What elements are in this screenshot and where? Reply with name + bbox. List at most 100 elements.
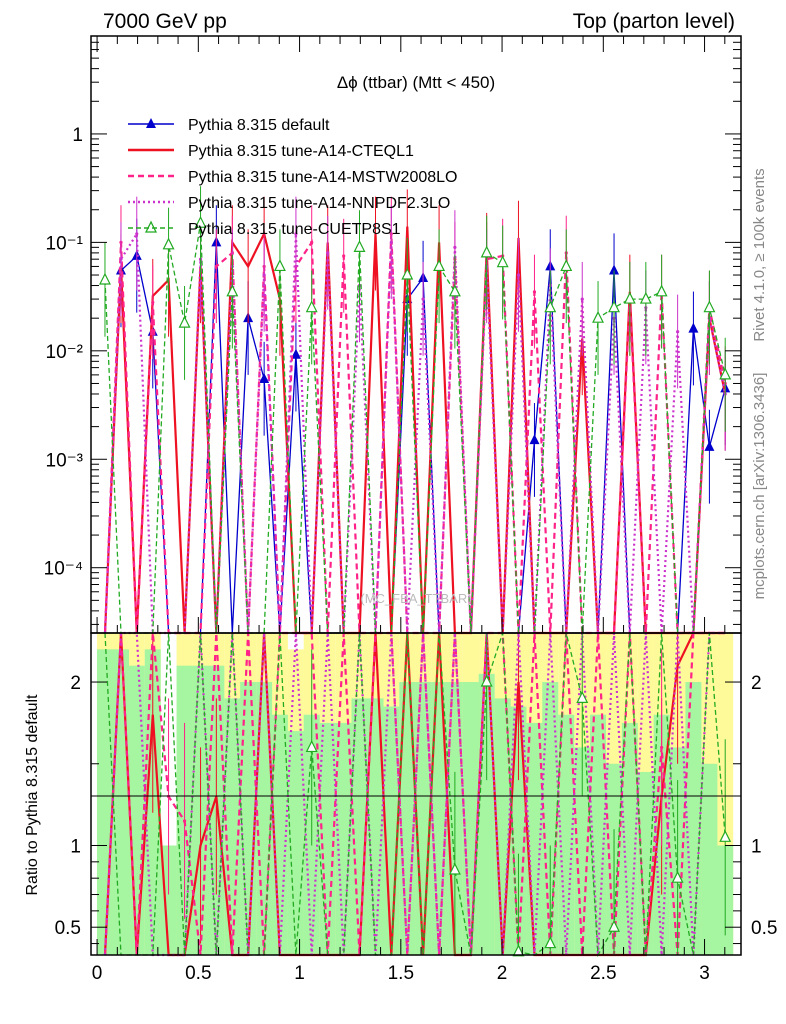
ratio-y-label-right: 0.5 [751,918,777,939]
ratio-band-green [287,731,304,955]
data-point-nnpdf [516,273,521,277]
data-point-nnpdf [389,240,393,244]
y-tick-label: 10⁻⁴ [44,559,83,580]
ratio-band-green [112,649,129,955]
data-point-nnpdf [119,257,123,261]
data-point-cuetp8s1 [448,284,461,297]
ratio-band-green [574,747,591,955]
y-tick-label: 10⁻³ [46,450,84,471]
data-point-cuetp8s1 [99,272,111,285]
ratio-y-label-right: 2 [751,673,762,694]
x-tick-label: 2 [497,963,508,984]
y-tick-label: 1 [72,125,83,146]
ratio-y-label-left: 2 [70,673,81,694]
data-point-default [688,322,699,333]
y-tick-label: 10⁻¹ [46,233,84,254]
data-point-nnpdf [262,273,266,277]
ratio-point-cuetp8s1 [671,870,684,883]
ratio-point-cuetp8s1 [448,862,461,875]
data-point-cuetp8s1 [719,367,732,380]
data-point-cuetp8s1 [655,284,668,297]
data-point-cuetp8s1 [305,300,318,313]
data-point-cuetp8s1 [273,259,286,272]
plot-title: Δϕ (ttbar) (Mtt < 450) [337,73,495,92]
data-point-cuetp8s1 [178,315,191,328]
x-tick-label: 3 [699,963,710,984]
ratio-band-green [96,649,113,955]
data-point-nnpdf [676,330,680,334]
rivet-version-label: Rivet 4.1.0, ≥ 100k events [751,168,768,341]
legend-label-cteql1: Pythia 8.315 tune-A14-CTEQL1 [188,143,414,160]
legend: Pythia 8.315 default Pythia 8.315 tune-A… [128,117,457,238]
data-point-cuetp8s1 [592,310,605,323]
ratio-point-cuetp8s1 [576,691,589,703]
data-point-cuetp8s1 [608,300,621,313]
legend-label-default: Pythia 8.315 default [188,117,330,134]
ratio-band-green [462,682,479,955]
data-point-cuetp8s1 [623,291,636,304]
data-point-cuetp8s1 [639,291,652,304]
process-label: Top (parton level) [573,10,735,33]
data-point-mstw [214,264,218,269]
ratio-band-green [701,763,718,955]
data-point-nnpdf [294,232,298,236]
data-point-cuetp8s1 [194,215,207,228]
data-point-cuetp8s1 [496,255,509,268]
ratio-point-cuetp8s1 [480,674,493,687]
ratio-axis-label: Ratio to Pythia 8.315 default [24,694,41,896]
data-point-cuetp8s1 [544,300,557,313]
ratio-point-cuetp8s1 [544,936,557,949]
ratio-band-green [335,722,352,955]
ratio-point-mstw [660,745,664,750]
data-point-mstw [310,240,314,244]
energy-label: 7000 GeV pp [103,10,227,33]
analysis-watermark: (MC_FBA_TTBAR) [360,591,471,606]
data-point-cuetp8s1 [433,259,446,272]
ratio-band-green [240,682,257,955]
ratio-band-green [160,845,177,955]
ratio-point-mstw [182,819,187,823]
x-tick-label: 1 [294,963,305,984]
data-point-cuetp8s1 [162,237,175,250]
ratio-point-cuetp8s1 [608,919,621,932]
data-point-mstw [532,290,537,294]
ratio-point-cuetp8s1 [305,740,318,753]
data-point-default [529,434,540,445]
legend-label-nnpdf: Pythia 8.315 tune-A14-NNPDF2.3LO [188,195,450,212]
data-point-nnpdf [421,297,425,301]
x-tick-label: 1.5 [388,963,414,984]
data-point-cuetp8s1 [226,284,239,297]
data-point-default [290,348,301,359]
legend-marker-default [146,118,156,128]
x-tick-label: 0 [92,963,103,984]
data-point-cuetp8s1 [703,300,716,313]
legend-label-mstw: Pythia 8.315 tune-A14-MSTW2008LO [188,169,457,186]
ratio-plot-frame [90,632,742,956]
data-point-default [609,264,620,275]
data-point-default [259,372,270,383]
data-point-cuetp8s1 [480,245,493,258]
data-point-nnpdf [453,245,457,249]
data-point-default [704,440,715,451]
series-line-cteql1 [103,226,727,635]
y-tick-label: 10⁻² [46,342,84,363]
ratio-line-cuetp8s1 [104,632,726,958]
data-point-mstw [151,300,155,304]
data-point-cuetp8s1 [353,239,366,252]
ratio-band-green [685,682,702,955]
data-point-cuetp8s1 [560,259,573,272]
data-point-nnpdf [135,232,139,236]
data-point-mstw [342,254,346,258]
data-point-nnpdf [580,297,584,301]
ratio-band-green [128,665,145,955]
series-line-nnpdf [103,230,727,635]
legend-label-cuetp8s1: Pythia 8.315 tune-CUETP8S1 [188,221,401,238]
x-tick-label: 0.5 [185,963,211,984]
ratio-line-mstw [103,631,726,956]
data-point-nnpdf [326,251,330,255]
ratio-y-label-left: 1 [70,836,81,857]
ratio-point-cuetp8s1 [719,829,732,842]
data-point-cuetp8s1 [401,267,414,280]
legend-marker-cuetp8s1 [144,220,158,233]
